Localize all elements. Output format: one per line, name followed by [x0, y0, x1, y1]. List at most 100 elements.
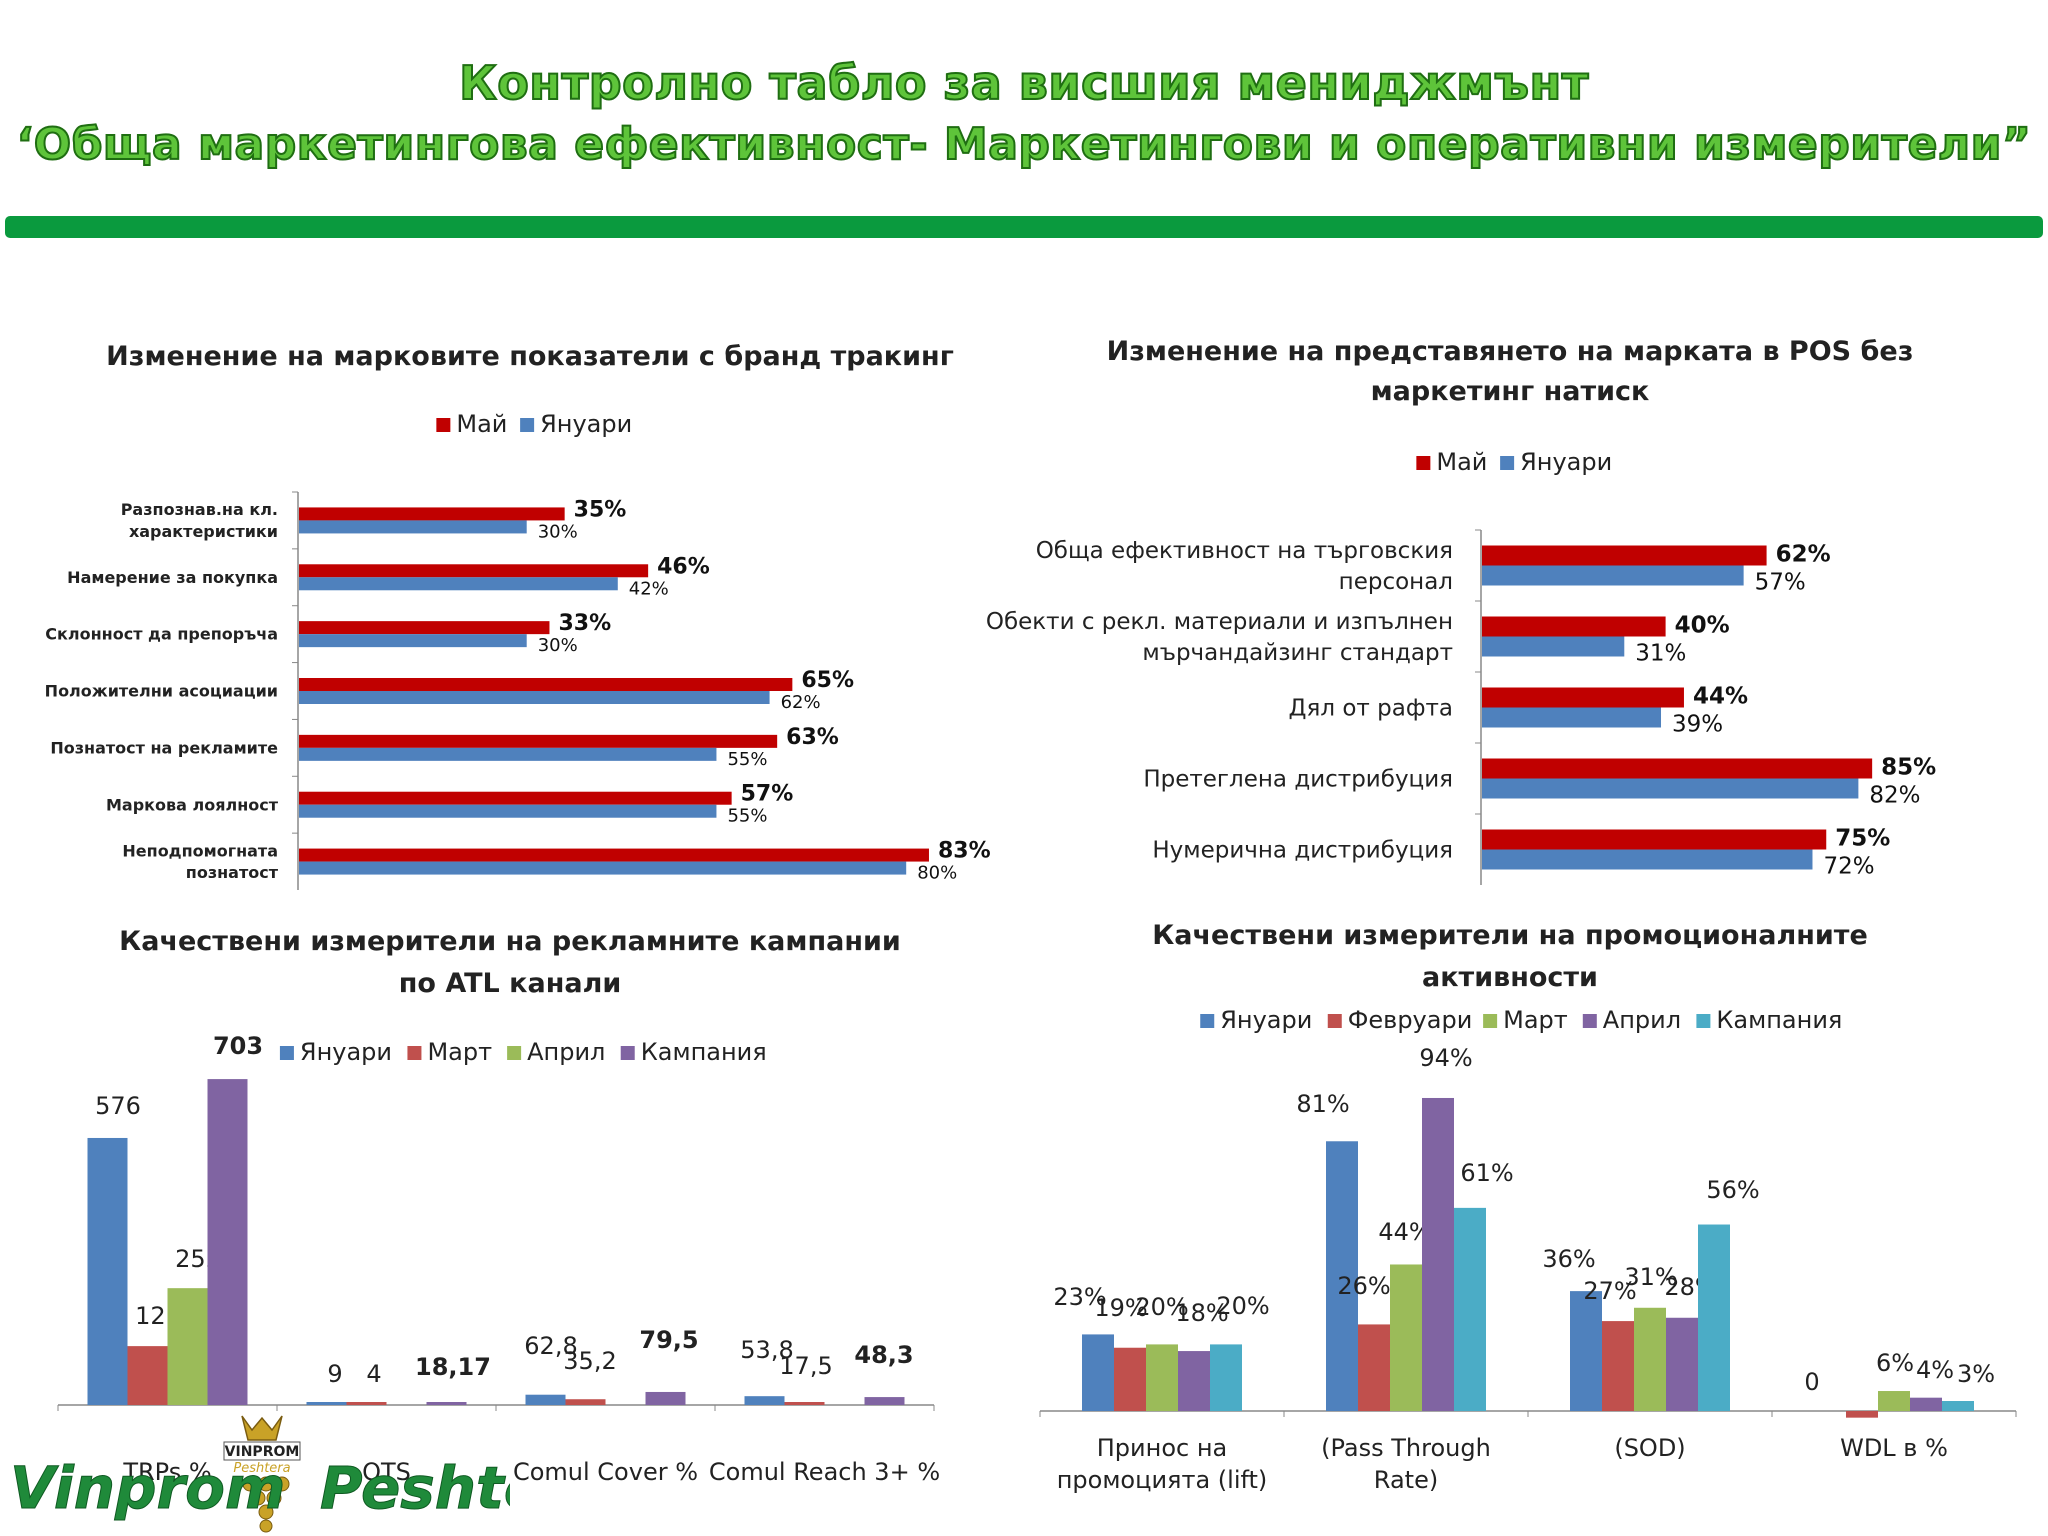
data-label-март-2: 4 — [366, 1360, 381, 1388]
category-label-3: Склонност да препоръча — [45, 625, 278, 644]
legend-swatch-1 — [1416, 456, 1431, 470]
data-label-кампания-4: 48,3 — [854, 1341, 913, 1369]
bar-март-4 — [1878, 1391, 1910, 1411]
data-label-кампания-4: 3% — [1957, 1360, 1995, 1388]
data-label-may-4: 85% — [1881, 755, 1936, 781]
category-label-1: Разпознав.на кл. характеристики — [121, 500, 278, 541]
data-label-may-3: 33% — [558, 611, 611, 636]
bar-may-5 — [1482, 829, 1827, 850]
category-label-4: Comul Reach 3+ % — [709, 1458, 940, 1486]
bar-january-2 — [1482, 636, 1625, 657]
bar-април-1 — [167, 1288, 208, 1405]
bar-may-7 — [299, 848, 929, 862]
chart-brand-tracking: Изменение на марковите показатели с бран… — [45, 341, 991, 890]
chart-atl-campaigns: Качествени измерители на рекламните камп… — [57, 926, 940, 1486]
data-label-january-4: 62% — [781, 692, 821, 713]
data-label-януари-2: 9 — [327, 1360, 342, 1388]
bar-may-3 — [1482, 687, 1684, 708]
legend-label-1: Януари — [1220, 1006, 1312, 1034]
page-title: Контролно табло за висшия мениджмънт ‘Об… — [0, 52, 2048, 176]
chart-title: Изменение на представянето на марката в … — [1107, 336, 1914, 407]
data-label-january-2: 31% — [1635, 641, 1686, 667]
data-label-януари-1: 576 — [95, 1092, 141, 1120]
bar-януари-1 — [1082, 1334, 1114, 1411]
bar-март-1 — [127, 1346, 168, 1405]
bar-may-4 — [1482, 758, 1873, 779]
category-label-1: Принос на промоцията (lift) — [1057, 1434, 1268, 1494]
bar-февруари-2 — [1358, 1324, 1390, 1411]
data-label-януари-3: 62,8 — [524, 1332, 577, 1360]
data-label-may-2: 40% — [1675, 613, 1730, 639]
bar-януари-1 — [87, 1137, 128, 1405]
data-label-кампания-3: 79,5 — [639, 1326, 698, 1354]
chart-title: Качествени измерители на рекламните камп… — [119, 926, 901, 999]
chart-pos-performance: Изменение на представянето на марката в … — [986, 336, 1936, 885]
category-label-6: Маркова лоялност — [106, 795, 279, 814]
bar-january-4 — [1482, 778, 1859, 799]
bar-кампания-2 — [426, 1402, 467, 1405]
logo-crest-text: VINPROM — [225, 1444, 300, 1460]
data-label-may-3: 44% — [1693, 684, 1748, 710]
legend-label-3: Март — [1503, 1006, 1568, 1034]
category-label-4: Претеглена дистрибуция — [1143, 767, 1453, 793]
category-label-5: Познатост на рекламите — [50, 738, 278, 757]
bar-март-4 — [784, 1402, 825, 1405]
legend-swatch-4 — [620, 1046, 635, 1060]
category-label-2: Обекти с рекл. материали и изпълнен мърча… — [986, 609, 1453, 666]
bar-март-2 — [346, 1402, 387, 1405]
bar-january-6 — [299, 804, 717, 818]
legend-swatch-1 — [436, 418, 451, 432]
data-label-may-5: 75% — [1835, 826, 1890, 852]
chart-promo-activities: Качествени измерители на промоционалните… — [1039, 920, 2017, 1494]
category-label-3: Comul Cover % — [513, 1458, 698, 1486]
data-label-януари-4: 0 — [1804, 1368, 1819, 1396]
data-label-january-7: 80% — [917, 863, 957, 884]
bar-март-1 — [1146, 1344, 1178, 1411]
data-label-март-3: 31% — [1624, 1263, 1677, 1291]
bar-may-1 — [299, 507, 565, 521]
data-label-кампания-2: 18,17 — [415, 1353, 491, 1381]
legend-swatch-1 — [1200, 1014, 1215, 1028]
data-label-януари-4: 53,8 — [740, 1336, 793, 1364]
data-label-january-1: 30% — [538, 521, 578, 542]
legend-swatch-5 — [1696, 1014, 1711, 1028]
legend-label-1: Януари — [300, 1038, 392, 1066]
data-label-january-5: 55% — [727, 749, 767, 770]
bar-март-3 — [1634, 1307, 1666, 1411]
legend-label-4: Кампания — [641, 1038, 767, 1066]
logo-crest-sub: Peshtera — [233, 1461, 290, 1476]
legend-swatch-1 — [279, 1046, 294, 1060]
bar-кампания-2 — [1454, 1207, 1486, 1411]
category-label-2: OTS — [362, 1458, 411, 1486]
bar-февруари-1 — [1114, 1347, 1146, 1411]
data-label-кампания-3: 56% — [1706, 1176, 1759, 1204]
bar-may-2 — [299, 564, 649, 578]
legend-swatch-4 — [1582, 1014, 1597, 1028]
bar-january-1 — [1482, 565, 1744, 586]
data-label-февруари-3: 27% — [1583, 1277, 1636, 1305]
category-label-4: Положителни асоциации — [45, 682, 278, 701]
title-line-1: Контролно табло за висшия мениджмънт — [458, 55, 1589, 111]
legend-label-2: Януари — [540, 410, 632, 438]
bar-март-3 — [565, 1399, 606, 1405]
legend-swatch-2 — [1500, 456, 1515, 470]
data-label-may-2: 46% — [657, 554, 710, 579]
vinprom-peshtera-logo: VINPROM Peshtera Vinprom Peshtera — [10, 1415, 510, 1533]
bar-март-2 — [1390, 1264, 1422, 1411]
bar-януари-3 — [525, 1394, 566, 1405]
bar-january-1 — [299, 520, 527, 534]
bar-may-5 — [299, 734, 778, 748]
data-label-март-3: 35,2 — [563, 1347, 616, 1375]
category-label-3: (SOD) — [1614, 1434, 1685, 1462]
category-label-2: (Pass Through Rate) — [1321, 1434, 1491, 1494]
bar-кампания-1 — [1210, 1344, 1242, 1411]
bar-january-5 — [299, 747, 717, 761]
bar-january-7 — [299, 861, 907, 875]
data-label-кампания-1: 703 — [213, 1032, 263, 1060]
bar-януари-4 — [744, 1396, 785, 1405]
legend-label-1: Май — [456, 410, 507, 438]
chart-title: Качествени измерители на промоционалните… — [1152, 920, 1868, 993]
legend-label-2: Февруари — [1348, 1006, 1473, 1034]
logo-crest: VINPROM Peshtera — [223, 1415, 301, 1533]
bar-кампания-3 — [645, 1391, 686, 1405]
